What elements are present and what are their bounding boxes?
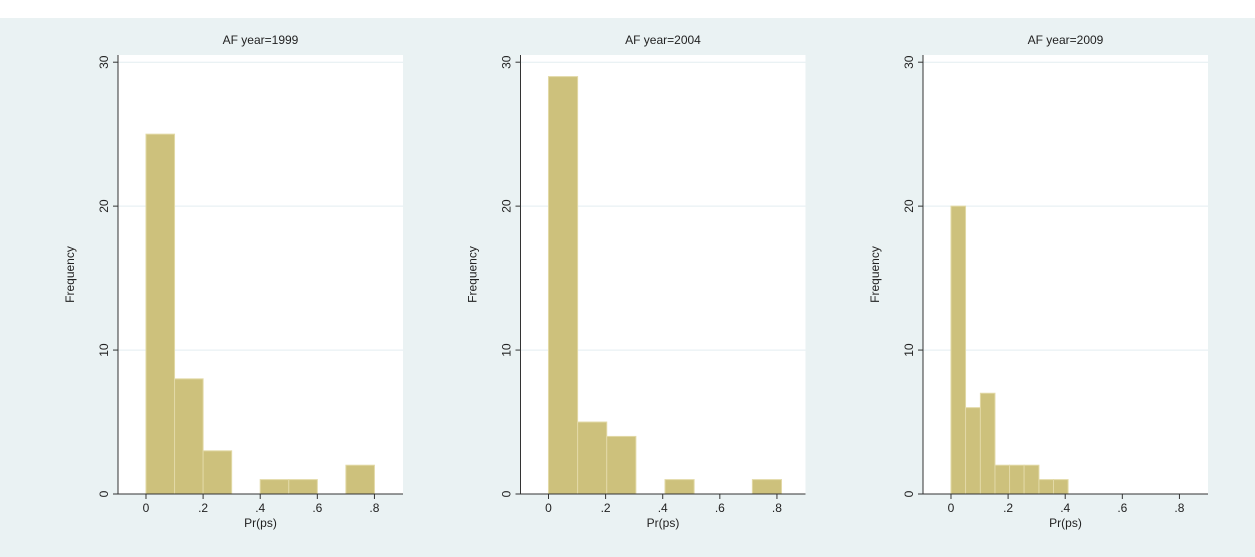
y-tick-label: 10 xyxy=(97,343,111,357)
y-tick-label: 20 xyxy=(902,199,916,213)
bar xyxy=(547,76,579,495)
x-tick-label: .2 xyxy=(601,501,611,515)
y-tick-label: 0 xyxy=(902,490,916,497)
x-tick-label: 0 xyxy=(545,501,552,515)
chart-title: AF year=1999 xyxy=(223,33,299,47)
x-tick-label: .6 xyxy=(312,501,322,515)
y-tick-label: 30 xyxy=(902,55,916,69)
bar xyxy=(202,450,233,495)
bar xyxy=(751,479,783,495)
x-tick-label: .4 xyxy=(1060,501,1070,515)
chart-title: AF year=2004 xyxy=(625,33,701,47)
bar xyxy=(664,479,695,495)
bar xyxy=(1053,479,1069,495)
x-axis-label: Pr(ps) xyxy=(244,516,277,530)
y-axis-label: Frequency xyxy=(868,246,882,303)
x-tick-label: .6 xyxy=(715,501,725,515)
bar xyxy=(950,205,967,495)
y-tick-label: 0 xyxy=(97,490,111,497)
x-tick-label: .2 xyxy=(1003,501,1013,515)
bar xyxy=(288,479,318,495)
bar xyxy=(145,133,176,495)
bar xyxy=(259,479,290,495)
x-tick-label: .4 xyxy=(658,501,668,515)
x-tick-label: .2 xyxy=(198,501,208,515)
x-tick-label: .4 xyxy=(255,501,265,515)
x-tick-label: .8 xyxy=(772,501,782,515)
bar xyxy=(994,464,1011,495)
y-tick-label: 20 xyxy=(500,199,514,213)
bar xyxy=(606,435,637,495)
y-tick-label: 10 xyxy=(902,343,916,357)
bar xyxy=(1009,464,1025,495)
bar xyxy=(577,421,608,495)
bar xyxy=(1023,464,1040,495)
x-tick-label: 0 xyxy=(143,501,150,515)
x-tick-label: 0 xyxy=(948,501,955,515)
y-axis-label: Frequency xyxy=(63,246,77,303)
bar xyxy=(345,464,375,495)
bar xyxy=(1038,479,1055,495)
y-tick-label: 30 xyxy=(97,55,111,69)
x-tick-label: .8 xyxy=(1174,501,1184,515)
y-tick-label: 10 xyxy=(500,343,514,357)
bar xyxy=(979,392,996,495)
bar xyxy=(965,407,981,495)
y-tick-label: 30 xyxy=(500,55,514,69)
x-tick-label: .6 xyxy=(1117,501,1127,515)
bar xyxy=(174,378,204,495)
chart-title: AF year=2009 xyxy=(1028,33,1104,47)
y-tick-label: 0 xyxy=(500,490,514,497)
x-axis-label: Pr(ps) xyxy=(647,516,680,530)
y-tick-label: 20 xyxy=(97,199,111,213)
y-axis-label: Frequency xyxy=(466,246,480,303)
x-tick-label: .8 xyxy=(369,501,379,515)
x-axis-label: Pr(ps) xyxy=(1049,516,1082,530)
